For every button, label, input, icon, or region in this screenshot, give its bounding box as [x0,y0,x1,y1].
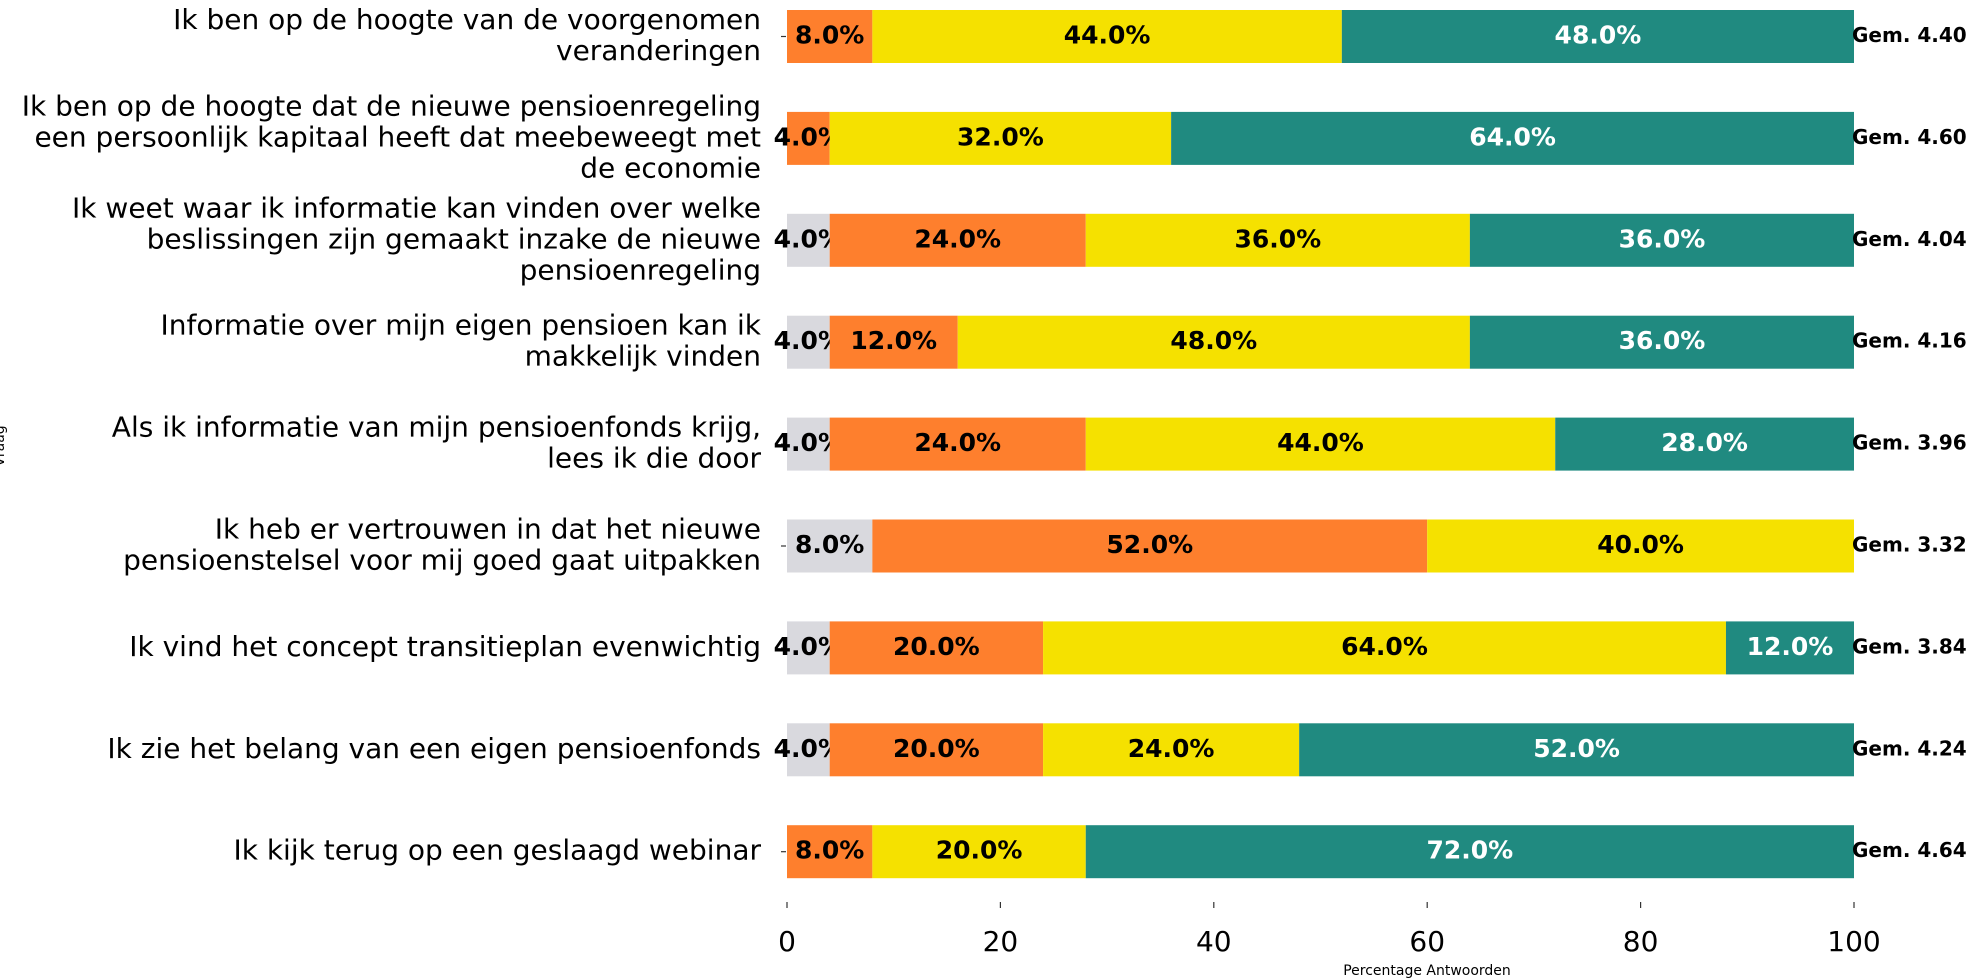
value-label: 8.0% [795,530,864,559]
value-label: 48.0% [1555,21,1642,50]
value-label: 24.0% [1128,734,1215,763]
value-label: 12.0% [850,326,937,355]
bar-segment [787,111,830,165]
bar-segment [787,723,830,777]
value-label: 36.0% [1619,326,1706,355]
bar-segment [1725,621,1854,675]
value-label: 20.0% [936,836,1023,865]
x-axis-label: Percentage Antwoorden [1343,963,1511,979]
category-label: Informatie over mijn eigen pensioen kan … [161,309,762,373]
bar-segment [787,213,830,267]
value-label: 52.0% [1106,530,1193,559]
value-label: 36.0% [1234,224,1321,253]
mean-annotation: Gem. 3.32 [1852,533,1967,557]
value-label: 44.0% [1277,428,1364,457]
value-label: 36.0% [1619,224,1706,253]
bar-segment [1299,723,1854,777]
value-label: 24.0% [914,428,1001,457]
x-tick-label: 80 [1623,925,1659,958]
bar-segment [872,10,1342,63]
value-label: 40.0% [1597,530,1684,559]
bar-segment [1085,417,1556,471]
bar-segment [787,315,830,369]
bar-segment [829,111,1172,165]
bar-segment [1469,213,1854,267]
y-axis-label: Vraag [0,425,8,466]
bar-segment [1043,723,1300,777]
bar-segment [829,417,1086,471]
bar-segment [957,315,1470,369]
value-label: 64.0% [1469,122,1556,151]
value-label: 72.0% [1427,836,1514,865]
bar-segment [787,621,830,675]
value-label: 48.0% [1170,326,1257,355]
value-label: 28.0% [1661,428,1748,457]
value-label: 8.0% [795,836,864,865]
bar-segment [787,417,830,471]
bar-segment [829,621,1044,675]
mean-annotation: Gem. 3.84 [1852,634,1967,658]
bar-segment [1171,111,1854,165]
mean-annotation: Gem. 4.04 [1852,227,1967,251]
value-label: 52.0% [1533,734,1620,763]
x-tick-label: 40 [1196,925,1232,958]
bar-segment [1469,315,1854,369]
bar-segment [872,825,1086,879]
category-label: Ik zie het belang van een eigen pensioen… [107,732,761,765]
bar-segment [787,519,873,573]
bar-segment [829,315,958,369]
value-label: 32.0% [957,122,1044,151]
value-label: 20.0% [893,734,980,763]
mean-annotation: Gem. 4.16 [1852,329,1967,353]
x-tick-label: 20 [983,925,1019,958]
x-tick-label: 0 [778,925,796,958]
value-label: 44.0% [1064,21,1151,50]
value-label: 64.0% [1341,632,1428,661]
category-label: Ik ben op de hoogte van de voorgenomen ve… [173,3,761,67]
x-tick-label: 60 [1409,925,1445,958]
category-label: Ik kijk terug op een geslaagd webinar [233,834,761,867]
category-label: Ik vind het concept transitieplan evenwi… [129,630,761,663]
category-label: Ik ben op de hoogte dat de nieuwe pensio… [22,89,761,184]
mean-annotation: Gem. 3.96 [1852,431,1967,455]
value-label: 20.0% [893,632,980,661]
mean-annotation: Gem. 4.40 [1852,23,1967,47]
mean-annotation: Gem. 4.64 [1852,838,1967,862]
bar-segment [1085,213,1470,267]
category-label: Ik heb er vertrouwen in dat het nieuwe pe… [123,513,761,577]
value-label: 8.0% [795,21,864,50]
mean-annotation: Gem. 4.24 [1852,736,1967,760]
mean-annotation: Gem. 4.60 [1852,125,1967,149]
bar-segment [872,519,1428,573]
category-label: Als ik informatie van mijn pensioenfonds… [112,411,762,475]
value-label: 12.0% [1747,632,1834,661]
bar-segment [829,723,1044,777]
x-tick-label: 100 [1827,925,1880,958]
bar-segment [787,825,873,879]
bar-segment [829,213,1086,267]
bar-segment [1043,621,1726,675]
value-label: 24.0% [914,224,1001,253]
bar-segment [1085,825,1854,879]
bar-segment [1555,417,1854,471]
bar-segment [787,10,873,63]
bar-segment [1341,10,1854,63]
bar-segment [1427,519,1854,573]
category-label: Ik weet waar ik informatie kan vinden ov… [72,191,761,286]
